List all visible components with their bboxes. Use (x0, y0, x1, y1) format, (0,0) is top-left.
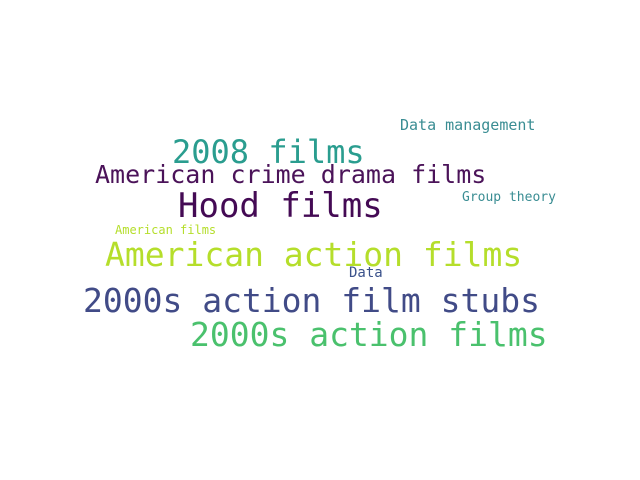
word-group-theory: Group theory (462, 190, 556, 205)
word-2008-films: 2008 films (172, 133, 365, 171)
word-american-action-films: American action films (105, 235, 523, 274)
word-hood-films: Hood films (178, 186, 383, 226)
word-american-films: American films (115, 223, 217, 237)
word-2000s-action-film-stubs: 2000s action film stubs (83, 281, 540, 320)
word-data-management: Data management (400, 116, 536, 134)
word-data: Data (349, 265, 383, 281)
word-american-crime-drama-films: American crime drama films (95, 160, 487, 189)
word-2000s-action-films: 2000s action films (190, 315, 548, 354)
